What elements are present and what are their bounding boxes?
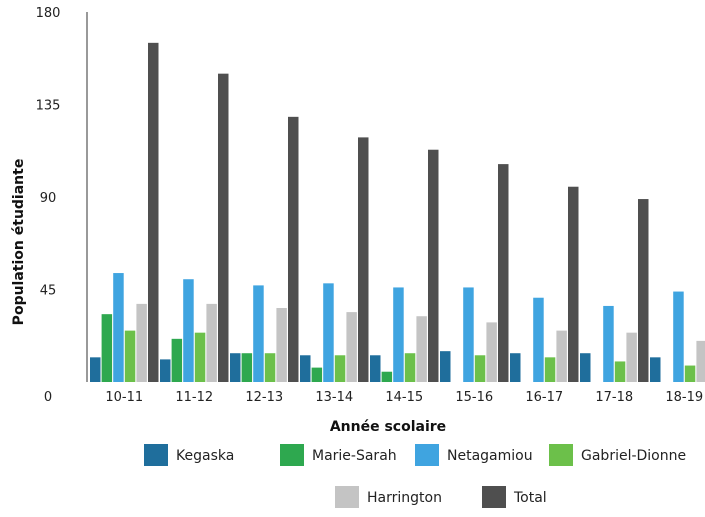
y-tick-label: 0 [44, 390, 52, 405]
bar-harrington [416, 316, 427, 382]
legend-label-harrington: Harrington [367, 490, 442, 506]
bar-gabriel-dionne [474, 355, 486, 382]
bar-total [218, 73, 229, 383]
x-tick-label: 13-14 [315, 390, 353, 405]
bar-kegaska [650, 357, 661, 382]
x-tick-label: 18-19 [665, 390, 703, 405]
bar-harrington [346, 312, 357, 382]
bar-kegaska [440, 351, 451, 382]
legend-label-gabriel-dionne: Gabriel-Dionne [581, 448, 686, 464]
bar-total [428, 149, 439, 382]
bar-kegaska [370, 355, 381, 382]
x-tick-label: 12-13 [245, 390, 283, 405]
bar-gabriel-dionne [264, 353, 276, 382]
bar-gabriel-dionne [684, 365, 696, 382]
bar-marie-sarah [381, 371, 393, 382]
bar-netagamiou [673, 291, 684, 382]
bar-marie-sarah [171, 338, 183, 382]
bar-total [638, 199, 649, 382]
x-tick-labels: 10-11 11-12 12-13 13-14 14-15 15-16 16-17 17-18… [105, 390, 703, 405]
bar-total [498, 164, 509, 382]
y-tick-label: 45 [40, 284, 57, 299]
y-tick-label: 135 [36, 99, 61, 114]
bar-harrington [276, 308, 287, 382]
bar-gabriel-dionne [614, 361, 626, 382]
bar-gabriel-dionne [404, 353, 416, 382]
y-tick-label: 90 [40, 191, 57, 206]
y-tick-labels: 0 45 90 135 180 [36, 6, 61, 405]
bar-kegaska [160, 359, 171, 382]
bar-harrington [486, 322, 497, 382]
bar-netagamiou [323, 283, 334, 382]
bar-harrington [696, 340, 705, 382]
legend: Kegaska Marie-Sarah Netagamiou Gabriel-Dion… [144, 444, 686, 508]
bar-kegaska [580, 353, 591, 382]
bar-gabriel-dionne [334, 355, 346, 382]
bar-total [148, 42, 159, 382]
bar-netagamiou [463, 287, 474, 382]
x-tick-label: 17-18 [595, 390, 633, 405]
bar-harrington [556, 330, 567, 382]
x-tick-label: 11-12 [175, 390, 213, 405]
x-tick-label: 14-15 [385, 390, 423, 405]
bar-marie-sarah [241, 353, 253, 382]
bar-series [90, 42, 705, 383]
x-axis-title: Année scolaire [330, 419, 446, 435]
legend-swatch-netagamiou [415, 444, 439, 466]
bar-gabriel-dionne [544, 357, 556, 382]
bar-gabriel-dionne [194, 332, 206, 382]
bar-netagamiou [603, 305, 614, 382]
bar-harrington [206, 303, 217, 382]
bar-marie-sarah [311, 367, 323, 382]
bar-marie-sarah [101, 314, 113, 382]
x-tick-label: 10-11 [105, 390, 143, 405]
bar-harrington [136, 303, 147, 382]
legend-label-total: Total [513, 490, 547, 506]
legend-swatch-kegaska [144, 444, 168, 466]
bar-netagamiou [393, 287, 404, 382]
bar-kegaska [90, 357, 101, 382]
y-axis-title: Population étudiante [11, 159, 27, 326]
legend-swatch-marie-sarah [280, 444, 304, 466]
bar-gabriel-dionne [124, 330, 136, 382]
bar-total [288, 116, 299, 382]
bar-kegaska [230, 353, 241, 382]
bar-harrington [626, 332, 637, 382]
bar-total [568, 186, 579, 382]
bar-kegaska [300, 355, 311, 382]
legend-swatch-gabriel-dionne [549, 444, 573, 466]
legend-swatch-total [482, 486, 506, 508]
bar-kegaska [510, 353, 521, 382]
bar-netagamiou [533, 297, 544, 382]
x-tick-label: 15-16 [455, 390, 493, 405]
y-tick-label: 180 [36, 6, 61, 21]
legend-label-netagamiou: Netagamiou [447, 448, 533, 464]
bar-netagamiou [113, 273, 124, 382]
bar-netagamiou [183, 279, 194, 382]
bar-total [358, 137, 369, 382]
legend-label-marie-sarah: Marie-Sarah [312, 448, 397, 464]
x-tick-label: 16-17 [525, 390, 563, 405]
legend-swatch-harrington [335, 486, 359, 508]
bar-netagamiou [253, 285, 264, 382]
legend-label-kegaska: Kegaska [176, 448, 234, 464]
